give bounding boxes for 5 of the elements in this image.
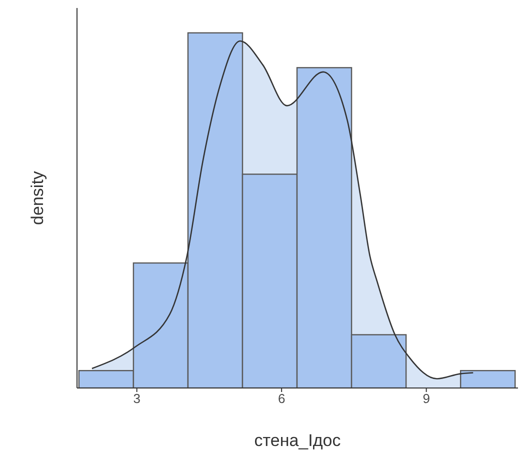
x-axis-title: стена_Ідос [254,431,342,450]
x-tick-label: 3 [133,391,140,406]
x-tick-label: 9 [422,391,430,406]
x-tick-label: 6 [278,391,286,406]
y-axis-title: density [28,170,48,225]
